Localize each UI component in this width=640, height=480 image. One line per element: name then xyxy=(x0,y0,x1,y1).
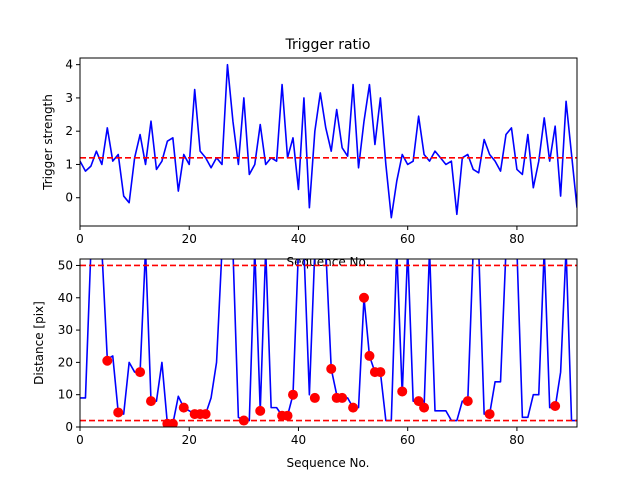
y-tick-label: 20 xyxy=(58,355,73,369)
data-marker xyxy=(135,367,146,378)
y-tick-label: 30 xyxy=(58,323,73,337)
x-tick-label: 60 xyxy=(400,232,415,246)
x-axis-label: Sequence No. xyxy=(287,456,370,470)
y-tick-label: 0 xyxy=(65,420,73,434)
data-marker xyxy=(364,350,375,361)
data-marker xyxy=(359,292,369,303)
chart-title: Trigger ratio xyxy=(284,37,370,53)
y-tick-label: 3 xyxy=(65,91,73,105)
x-tick-label: 0 xyxy=(76,433,84,447)
x-tick-label: 40 xyxy=(291,433,306,447)
x-tick-label: 80 xyxy=(509,433,524,447)
data-marker xyxy=(326,363,337,374)
data-marker xyxy=(282,410,293,421)
y-tick-label: 10 xyxy=(58,388,73,402)
axes-frame xyxy=(79,57,578,227)
data-marker xyxy=(375,367,386,378)
data-marker xyxy=(288,389,298,400)
data-marker xyxy=(309,392,320,403)
trigger-plot-area: 0 20 40 60 80 0 1 2 3 4 xyxy=(65,57,578,246)
data-marker xyxy=(337,392,348,403)
x-tick-label: 40 xyxy=(291,232,306,246)
x-tick-label: 60 xyxy=(400,433,415,447)
distance-chart: 0 20 40 60 80 0 10 20 30 40 50 Distance [pix] Sequ… xyxy=(32,258,578,470)
data-marker xyxy=(550,401,561,411)
x-tick-label: 0 xyxy=(76,232,84,246)
data-marker xyxy=(146,396,156,407)
distance-plot-area: 0 20 40 60 80 0 10 20 30 40 50 xyxy=(58,258,578,447)
y-tick-label: 40 xyxy=(58,291,73,305)
data-marker xyxy=(348,402,359,413)
data-marker xyxy=(102,355,113,366)
series-group xyxy=(80,63,577,219)
x-axis-label: Sequence No. xyxy=(287,255,370,269)
series-line xyxy=(80,259,577,425)
data-marker xyxy=(178,402,189,413)
data-marker xyxy=(200,409,211,420)
x-tick-label: 80 xyxy=(509,232,524,246)
data-marker xyxy=(113,407,124,418)
data-marker xyxy=(167,418,178,427)
data-marker xyxy=(413,396,424,407)
y-axis-label: Distance [pix] xyxy=(32,301,46,385)
data-marker xyxy=(238,415,249,426)
data-marker xyxy=(419,402,430,413)
data-marker xyxy=(462,396,473,407)
x-tick-label: 20 xyxy=(182,433,197,447)
data-marker xyxy=(255,405,266,416)
x-tick-label: 20 xyxy=(182,232,197,246)
series-group xyxy=(80,259,577,427)
y-tick-label: 1 xyxy=(65,157,73,171)
data-marker xyxy=(397,386,408,397)
axes-frame xyxy=(79,258,578,428)
y-axis-label: Trigger strength xyxy=(41,94,55,191)
y-tick-label: 4 xyxy=(65,58,73,72)
y-tick-label: 50 xyxy=(58,258,73,272)
data-marker xyxy=(484,409,495,420)
y-tick-label: 0 xyxy=(65,191,73,205)
y-tick-label: 2 xyxy=(65,124,73,138)
